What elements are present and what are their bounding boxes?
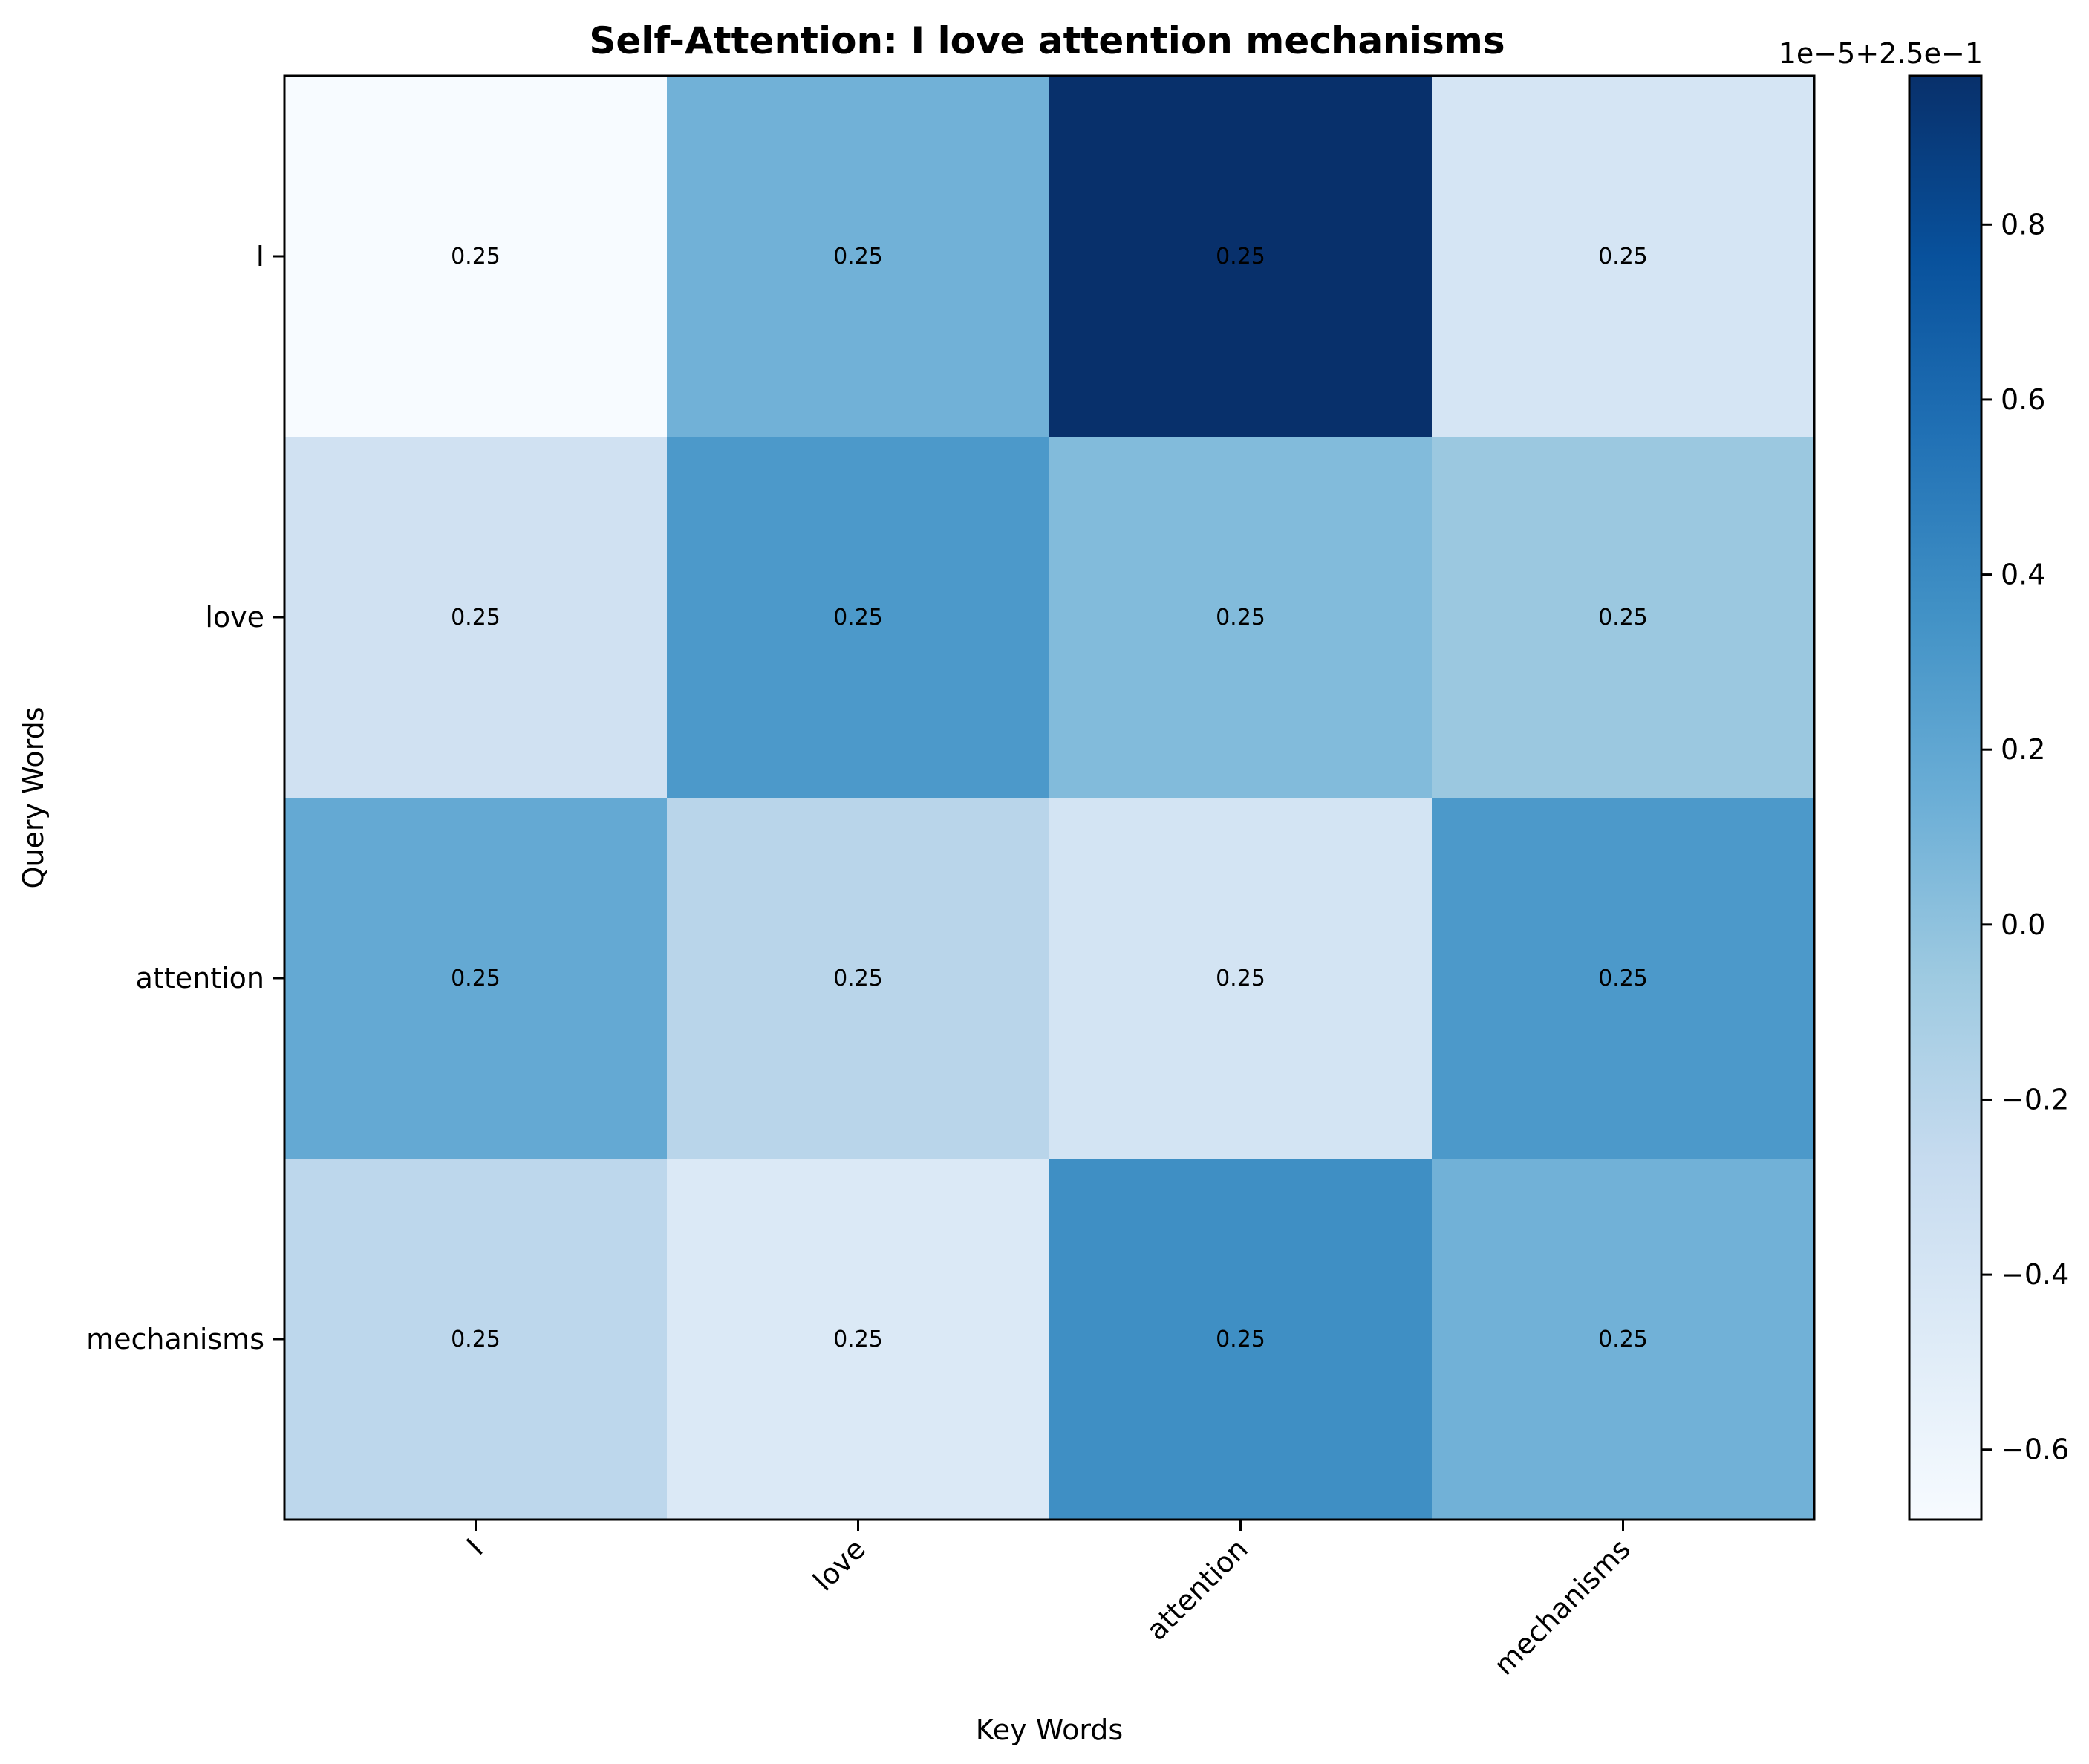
heatmap-cell [1432,1159,1815,1520]
chart-title: Self-Attention: I love attention mechani… [589,19,1505,62]
heatmap-cell [1049,437,1433,798]
cell-value-label: 0.25 [1598,1327,1648,1353]
y-tick-label: mechanisms [86,1323,264,1355]
cell-value-label: 0.25 [451,244,501,270]
heatmap-cell [284,798,668,1159]
colorbar-tick-label: 0.6 [2001,383,2045,416]
cell-value-label: 0.25 [1216,966,1265,992]
cell-value-label: 0.25 [1216,244,1265,270]
cell-value-label: 0.25 [833,1327,883,1353]
heatmap-cell-labels: 0.25 0.25 0.25 0.25 0.25 0.25 0.25 0.25 0.25 0.25… [451,244,1648,1353]
heatmap-cell [667,437,1050,798]
cell-value-label: 0.25 [833,605,883,631]
colorbar-frame [1908,74,1983,1521]
heatmap-cell [1049,1159,1433,1520]
colorbar-gradient [1909,76,1981,1520]
colorbar-tick-label: 0.8 [2001,208,2045,241]
colorbar-tick-label: 0.2 [2001,733,2045,766]
cell-value-label: 0.25 [451,966,501,992]
cell-value-label: 0.25 [833,966,883,992]
heatmap-cell [284,1159,668,1520]
cell-value-label: 0.25 [1216,605,1265,631]
y-tick-label: attention [136,962,264,995]
heatmap-cell [1049,798,1433,1159]
heatmap-cell [1432,798,1815,1159]
x-tick-label: I [460,1532,489,1561]
cell-value-label: 0.25 [833,244,883,270]
heatmap-cell [1432,437,1815,798]
x-tick-label: mechanisms [1487,1532,1637,1682]
colorbar-tick-label: 0.0 [2001,908,2045,941]
heatmap-cell [667,1159,1050,1520]
heatmap-cell [1432,76,1815,437]
colorbar-tick-label: −0.6 [2001,1433,2069,1466]
x-axis-label: Key Words [976,1713,1123,1746]
cell-value-label: 0.25 [1598,966,1648,992]
heatmap-cell [667,798,1050,1159]
heatmap-cell [284,76,668,437]
cell-value-label: 0.25 [1216,1327,1265,1353]
colorbar-offset-label: 1e−5+2.5e−1 [1779,37,1983,70]
cell-value-label: 0.25 [451,605,501,631]
x-tick-label: love [806,1532,871,1597]
heatmap-cell [667,76,1050,437]
y-tick-label: love [205,601,264,634]
heatmap-cell [1049,76,1433,437]
colorbar-tick-label: 0.4 [2001,559,2045,591]
plot-frame [283,74,1816,1521]
heatmap-cell [284,437,668,798]
colorbar-tick-label: −0.2 [2001,1083,2069,1116]
y-tick-label: I [256,240,264,273]
colorbar-tick-label: −0.4 [2001,1258,2069,1291]
heatmap-cells [284,76,1815,1520]
colorbar-ticks: −0.6 −0.4 −0.2 0.0 0.2 0.4 0.6 0.8 [1981,208,2069,1466]
cell-value-label: 0.25 [1598,244,1648,270]
cell-value-label: 0.25 [1598,605,1648,631]
cell-value-label: 0.25 [451,1327,501,1353]
x-tick-label: attention [1140,1532,1254,1647]
y-axis-label: Query Words [17,706,50,888]
